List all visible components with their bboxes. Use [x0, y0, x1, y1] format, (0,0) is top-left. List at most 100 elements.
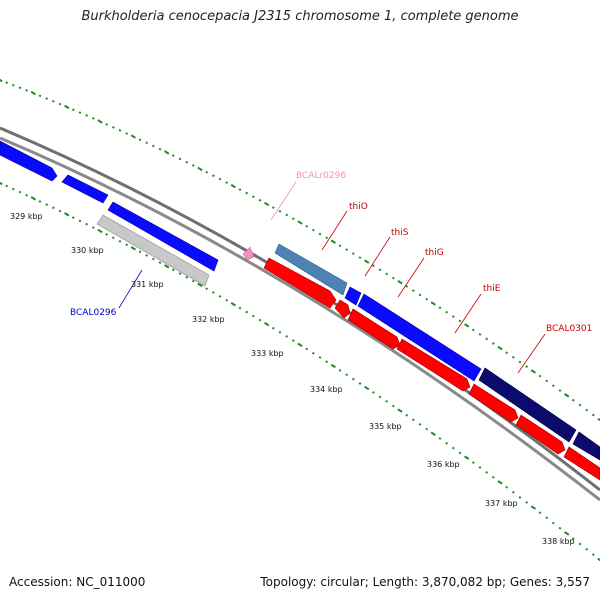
gene-reverse-1[interactable] [263, 257, 337, 309]
leader-thiG [397, 257, 425, 298]
outer-scale-tick [58, 102, 62, 106]
inner-scale-tick [458, 451, 462, 455]
inner-scale-tick [385, 400, 389, 403]
outer-scale-tick [471, 328, 475, 332]
outer-scale-tick [271, 206, 275, 209]
inner-scale-tick [511, 490, 515, 494]
inner-scale-tick [230, 302, 236, 307]
inner-scale-tick [538, 511, 542, 515]
inner-scale-tick [91, 226, 95, 229]
label-BCALr0296[interactable]: BCALr0296 [296, 171, 346, 181]
gene-forward-left-2[interactable] [61, 174, 109, 204]
outer-scale-tick [205, 170, 209, 174]
outer-scale-tick [64, 104, 70, 110]
gene-reverse-7[interactable] [563, 446, 600, 481]
inner-scale-ring [0, 180, 600, 563]
gene-reverse-4[interactable] [396, 338, 471, 392]
gene-reverse-2[interactable] [334, 299, 351, 319]
label-leaders [118, 181, 546, 374]
outer-scale-tick [351, 252, 355, 255]
inner-scale-tick [18, 190, 22, 194]
inner-scale-tick [451, 446, 455, 450]
inner-scale-tick [338, 369, 342, 372]
inner-scale-tick [225, 298, 229, 302]
outer-scale-tick [0, 77, 3, 83]
inner-scale-tick [378, 395, 382, 399]
outer-scale-tick [518, 360, 522, 364]
label-thiO[interactable]: thiO [349, 202, 368, 212]
gene-forward-thiG-thiE[interactable] [357, 293, 482, 382]
inner-scale-tick [345, 373, 349, 377]
outer-scale-tick [164, 150, 170, 155]
gene-reverse-6[interactable] [515, 414, 566, 455]
outer-scale-tick [338, 244, 342, 248]
outer-scale-tick [25, 89, 29, 92]
outer-scale-tick [491, 342, 495, 345]
inner-scale-tick [85, 222, 89, 226]
rna-feature-BCALr0296[interactable] [242, 246, 255, 261]
scale-label-329: 329 kbp [10, 212, 43, 221]
outer-scale-tick [285, 213, 289, 217]
label-BCAL0296[interactable]: BCAL0296 [70, 308, 117, 318]
inner-scale-tick [491, 475, 495, 479]
gene-highlight-BCAL0301[interactable] [478, 367, 577, 443]
scale-label-333: 333 kbp [251, 349, 284, 358]
outer-scale-tick [511, 355, 515, 359]
outer-scale-tick [151, 144, 155, 148]
gene-highlight-next[interactable] [572, 431, 600, 461]
accession-label: Accession: NC_011000 [9, 575, 146, 589]
inner-scale-tick [30, 196, 36, 201]
gene-forward-3[interactable] [107, 201, 219, 272]
outer-scale-tick [545, 379, 549, 383]
inner-scale-tick [518, 496, 522, 499]
scale-label-338: 338 kbp [542, 537, 575, 546]
outer-scale-tick [458, 319, 462, 323]
outer-scale-tick [530, 369, 536, 374]
outer-scale-tick [191, 164, 195, 167]
inner-scale-tick [164, 264, 170, 269]
inner-scale-tick [211, 291, 215, 294]
inner-scale-tick [105, 233, 109, 236]
outer-scale-tick [411, 289, 415, 292]
inner-scale-tick [311, 351, 315, 355]
inner-scale-tick [351, 377, 355, 381]
outer-scale-tick [318, 232, 322, 236]
inner-scale-tick [197, 282, 203, 288]
outer-scale-tick [51, 99, 55, 103]
outer-scale-tick [230, 183, 236, 189]
inner-scale-tick [58, 209, 62, 213]
gene-operon-thiO[interactable] [274, 243, 348, 296]
label-thiE[interactable]: thiE [483, 284, 501, 294]
outer-scale-tick [497, 345, 503, 351]
outer-scale-tick [311, 228, 315, 232]
inner-scale-tick [545, 516, 549, 520]
inner-scale-tick [78, 219, 82, 223]
inner-scale-tick [478, 466, 482, 469]
outer-scale-tick [18, 86, 22, 90]
leader-BCAL0296 [118, 269, 143, 309]
outer-scale-tick [278, 209, 282, 213]
inner-scale-tick [178, 272, 182, 275]
label-thiG[interactable]: thiG [425, 248, 444, 258]
gene-forward-thiS[interactable] [344, 286, 362, 306]
outer-scale-tick [297, 220, 303, 225]
outer-scale-tick [11, 83, 15, 87]
label-BCAL0301[interactable]: BCAL0301 [546, 324, 592, 334]
gene-reverse-3[interactable] [347, 308, 401, 350]
outer-scale-tick [30, 90, 36, 96]
gene-pseudo-BCAL0296[interactable] [96, 214, 210, 287]
label-thiS[interactable]: thiS [391, 228, 409, 238]
topology-summary: Topology: circular; Length: 3,870,082 bp… [260, 575, 590, 589]
inner-scale-tick [25, 193, 29, 197]
scale-labels: 329 kbp 330 kbp 331 kbp 332 kbp 333 kbp … [10, 212, 575, 546]
inner-scale-tick [471, 461, 475, 464]
outer-scale-tick [585, 408, 589, 412]
outer-scale-tick [397, 280, 403, 285]
outer-scale-tick [378, 268, 382, 272]
gene-reverse-5[interactable] [468, 383, 519, 423]
inner-scale-tick [297, 342, 303, 347]
gene-forward-left-1[interactable] [0, 140, 58, 182]
scale-label-335: 335 kbp [369, 422, 402, 431]
inner-scale-tick [418, 423, 422, 426]
